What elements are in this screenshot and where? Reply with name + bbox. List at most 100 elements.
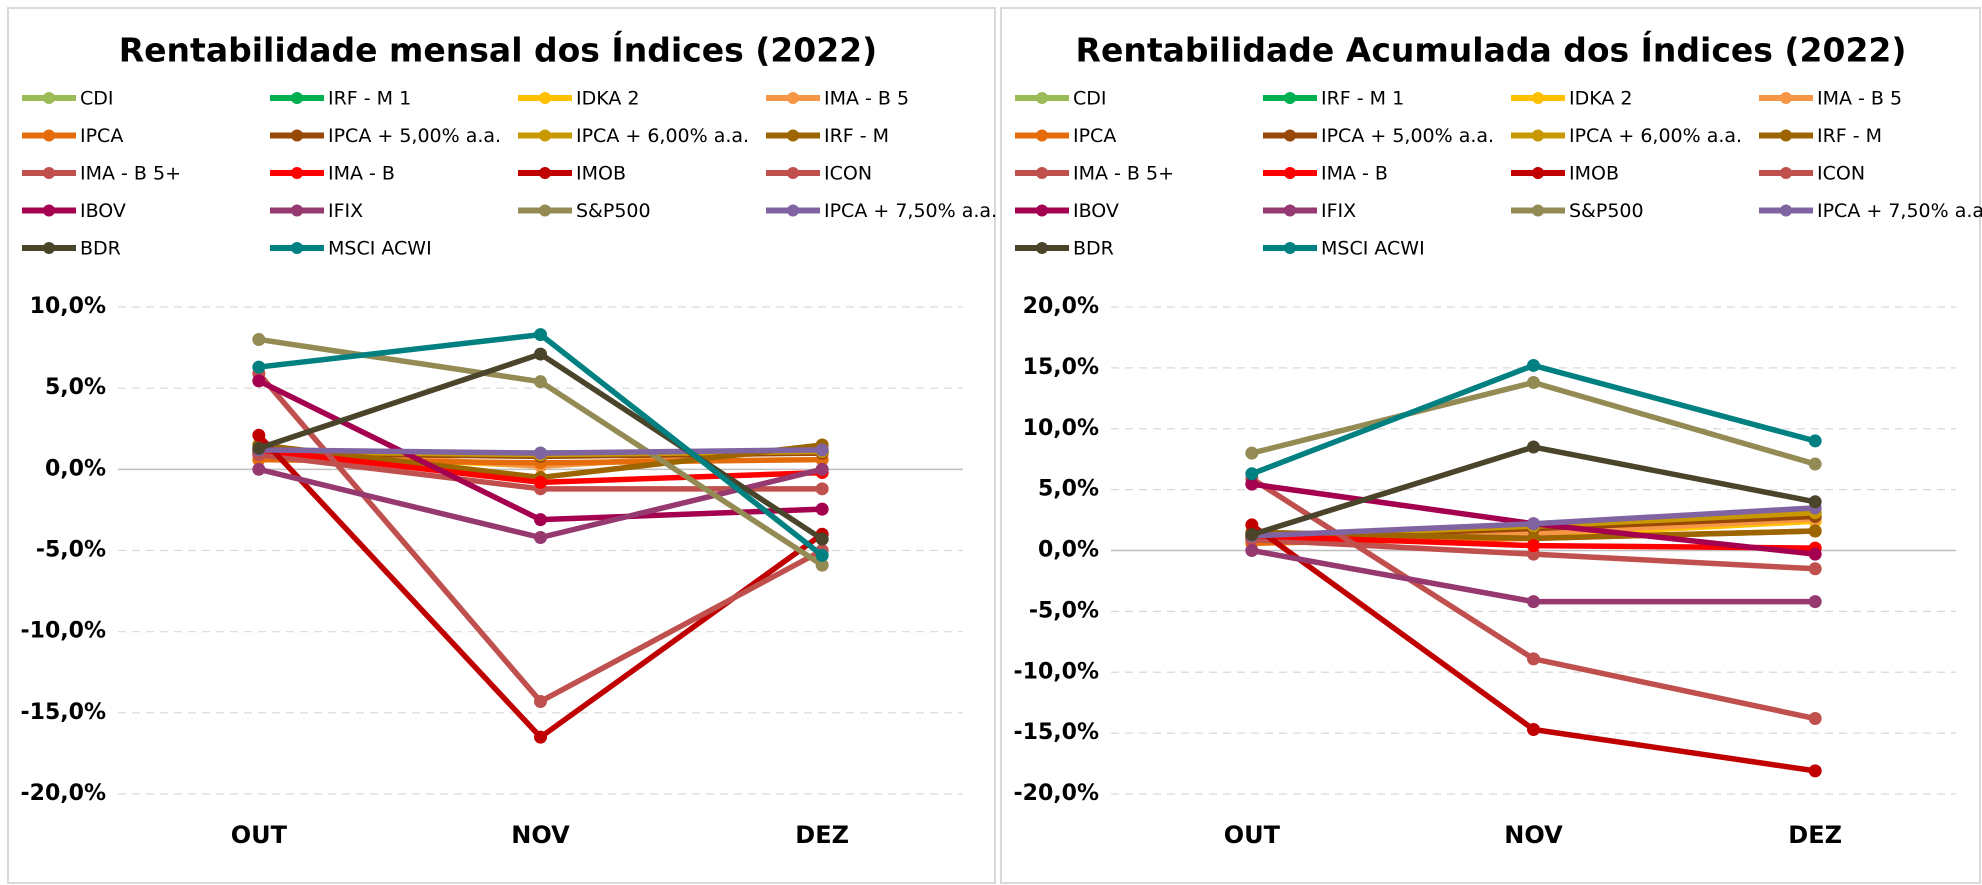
- data-point: [534, 375, 547, 389]
- legend-marker: [1284, 204, 1296, 217]
- legend-marker: [539, 167, 551, 179]
- y-tick-label: 15,0%: [1023, 355, 1099, 380]
- legend-marker: [43, 204, 55, 217]
- legend-label: IPCA + 6,00% a.a.: [576, 125, 749, 147]
- legend-marker: [1036, 92, 1048, 104]
- y-tick-label: 20,0%: [1023, 294, 1099, 319]
- legend-label: IMA - B: [328, 163, 395, 185]
- x-tick-label: OUT: [231, 821, 288, 849]
- data-point: [252, 360, 266, 374]
- legend-marker: [1780, 129, 1792, 142]
- x-tick-label: DEZ: [795, 821, 849, 849]
- legend-label: IRF - M: [1817, 125, 1882, 147]
- data-point: [1808, 495, 1822, 509]
- legend-marker: [1780, 204, 1792, 217]
- data-point: [1245, 528, 1259, 542]
- legend-marker: [43, 92, 55, 104]
- y-tick-label: 5,0%: [45, 375, 106, 400]
- data-point: [252, 374, 266, 388]
- data-point: [1808, 562, 1822, 576]
- data-point: [815, 482, 829, 496]
- data-point: [815, 502, 829, 516]
- legend-label: IRF - M 1: [328, 88, 411, 110]
- legend-label: ICON: [1817, 163, 1865, 185]
- data-point: [252, 332, 266, 346]
- data-point: [815, 462, 829, 476]
- legend-label: S&P500: [1569, 200, 1644, 222]
- legend-label: S&P500: [576, 200, 651, 222]
- legend-label: BDR: [80, 238, 121, 260]
- legend-marker: [43, 129, 55, 142]
- legend-label: IPCA: [1073, 125, 1116, 147]
- y-tick-label: -20,0%: [21, 781, 106, 806]
- data-point: [534, 730, 547, 744]
- legend-label: IMA - B 5+: [80, 163, 181, 185]
- legend-label: CDI: [80, 88, 114, 110]
- x-tick-label: NOV: [1504, 821, 1563, 849]
- legend-label: IPCA + 7,50% a.a.: [1817, 200, 1982, 222]
- legend-marker: [539, 92, 551, 104]
- legend-marker: [291, 92, 303, 104]
- legend-marker: [787, 129, 799, 142]
- y-tick-label: -10,0%: [1014, 659, 1099, 684]
- legend-label: IPCA: [80, 125, 123, 147]
- data-point: [534, 446, 547, 460]
- legend-label: IMA - B: [1321, 163, 1388, 185]
- legend-label: CDI: [1073, 88, 1107, 110]
- legend-label: IBOV: [1073, 200, 1119, 222]
- legend-marker: [787, 204, 799, 217]
- data-point: [1527, 652, 1540, 666]
- y-tick-label: 5,0%: [1038, 477, 1099, 502]
- chart-title: Rentabilidade Acumulada dos Índices (202…: [1076, 30, 1907, 70]
- legend-label: IMOB: [576, 163, 626, 185]
- legend-marker: [1780, 92, 1792, 104]
- legend-label: MSCI ACWI: [328, 238, 432, 260]
- legend-label: IMA - B 5+: [1073, 163, 1174, 185]
- data-point: [534, 513, 547, 527]
- legend-label: IPCA + 6,00% a.a.: [1569, 125, 1742, 147]
- y-tick-label: 10,0%: [30, 294, 106, 319]
- data-point: [534, 475, 547, 489]
- panel-frame: [7, 7, 996, 884]
- legend-label: MSCI ACWI: [1321, 238, 1425, 260]
- data-point: [1808, 595, 1822, 609]
- legend-marker: [539, 204, 551, 217]
- data-point: [534, 328, 547, 342]
- legend-label: IFIX: [1321, 200, 1356, 222]
- legend-marker: [1532, 204, 1544, 217]
- legend-marker: [787, 167, 799, 179]
- legend-marker: [1284, 242, 1296, 254]
- legend-marker: [1532, 167, 1544, 179]
- legend-marker: [291, 204, 303, 217]
- y-tick-label: -15,0%: [21, 700, 106, 725]
- data-point: [1245, 544, 1259, 557]
- legend-marker: [291, 129, 303, 142]
- data-point: [1527, 722, 1540, 736]
- legend-marker: [1036, 129, 1048, 142]
- legend-marker: [1036, 167, 1048, 179]
- x-tick-label: NOV: [511, 821, 570, 849]
- y-tick-label: -5,0%: [36, 538, 106, 563]
- data-point: [1808, 434, 1822, 448]
- legend-label: IMA - B 5: [1817, 88, 1902, 110]
- y-tick-label: -15,0%: [1014, 720, 1099, 745]
- legend-marker: [291, 167, 303, 179]
- legend-label: IMA - B 5: [824, 88, 909, 110]
- legend-marker: [1780, 167, 1792, 179]
- data-point: [1808, 712, 1822, 726]
- y-tick-label: -5,0%: [1029, 598, 1099, 623]
- legend-marker: [539, 129, 551, 142]
- data-point: [534, 694, 547, 708]
- legend-label: IPCA + 5,00% a.a.: [1321, 125, 1494, 147]
- data-point: [1808, 547, 1822, 561]
- chart-title: Rentabilidade mensal dos Índices (2022): [119, 30, 877, 70]
- legend-marker: [1284, 129, 1296, 142]
- legend-label: IDKA 2: [576, 88, 640, 110]
- legend-marker: [1284, 167, 1296, 179]
- data-point: [534, 531, 547, 545]
- y-tick-label: -20,0%: [1014, 781, 1099, 806]
- x-tick-label: OUT: [1224, 821, 1281, 849]
- data-point: [1527, 375, 1540, 389]
- legend-label: IFIX: [328, 200, 363, 222]
